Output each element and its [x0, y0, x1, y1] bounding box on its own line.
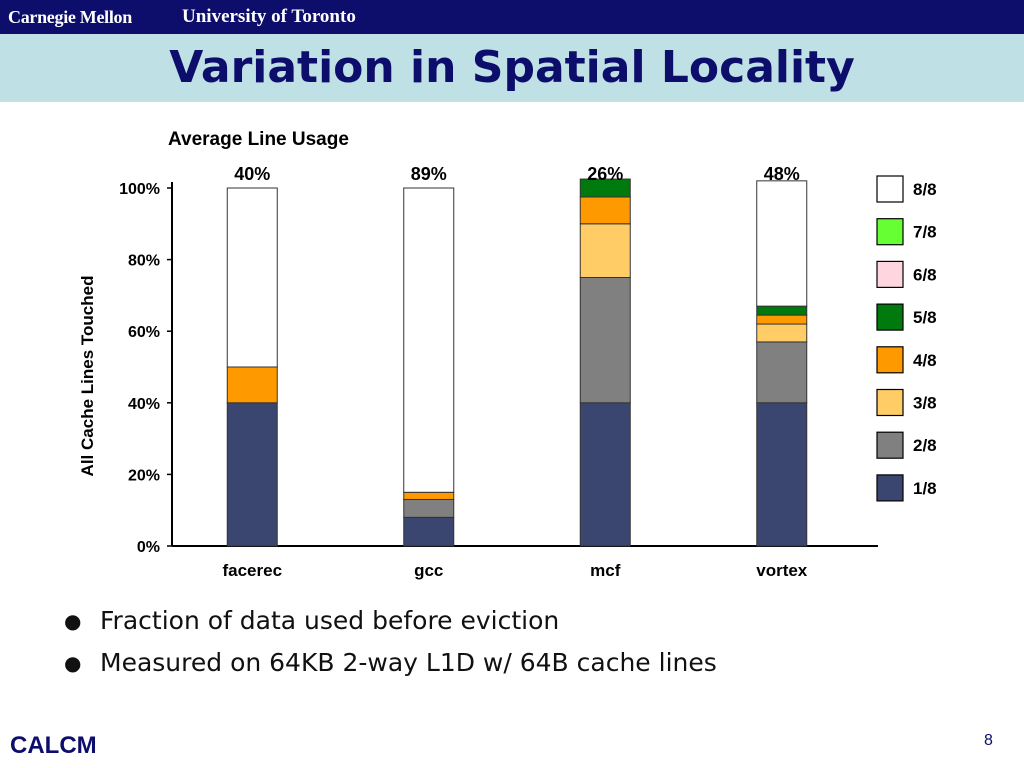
y-tick-label: 40% [128, 396, 160, 413]
average-usage-label: 89% [411, 164, 447, 184]
legend-label: 2/8 [913, 436, 937, 455]
page-number: 8 [984, 732, 993, 749]
x-tick-label: vortex [756, 561, 808, 580]
legend-swatch [876, 303, 904, 331]
chart-axes: 0% 20% 40% 60% 80% 100% [119, 181, 878, 556]
bullet-text: Fraction of data used before eviction [100, 606, 560, 635]
legend-label: 6/8 [913, 265, 937, 284]
bar-segment [226, 402, 278, 547]
bullet-item: ● Fraction of data used before eviction [60, 600, 717, 642]
legend-label: 5/8 [913, 308, 937, 327]
average-usage-label: 40% [234, 164, 270, 184]
y-tick-label: 80% [128, 253, 160, 270]
stacked-bar-chart: Average Line Usage All Cache Lines Touch… [78, 129, 937, 580]
x-tick-label: gcc [414, 561, 443, 580]
chart-title: Average Line Usage [168, 129, 349, 150]
legend-swatch [876, 218, 904, 246]
university-of-toronto-logo: University of Toronto [182, 6, 356, 27]
bullet-dot-icon: ● [64, 651, 82, 675]
legend-label: 8/8 [913, 180, 937, 199]
legend-swatch [876, 431, 904, 459]
y-tick-label: 60% [128, 324, 160, 341]
y-tick-label: 0% [137, 539, 160, 556]
legend-label: 4/8 [913, 351, 937, 370]
legend-swatch [876, 346, 904, 374]
bar-segment [403, 498, 455, 518]
bullet-dot-icon: ● [64, 609, 82, 633]
slide-title: Variation in Spatial Locality [169, 42, 855, 93]
bar-segment [226, 187, 278, 368]
y-tick-label: 100% [119, 181, 160, 198]
bar-segment [579, 196, 631, 225]
bar-segment [756, 305, 808, 316]
legend-swatch [876, 260, 904, 288]
bullet-item: ● Measured on 64KB 2-way L1D w/ 64B cache… [60, 642, 717, 684]
title-bar: Variation in Spatial Locality [0, 34, 1024, 102]
bar-segment [756, 180, 808, 307]
y-axis-label: All Cache Lines Touched [78, 276, 97, 477]
bullet-list: ● Fraction of data used before eviction ●… [60, 600, 717, 684]
bar-segment [756, 323, 808, 343]
legend-swatch [876, 388, 904, 417]
carnegie-mellon-logo: Carnegie Mellon [8, 7, 132, 27]
legend-label: 3/8 [913, 394, 937, 413]
footer-calcm: CALCM [10, 732, 97, 759]
bar-segment [756, 341, 808, 404]
average-usage-label: 26% [587, 164, 623, 184]
bar-segment [579, 277, 631, 404]
y-tick-label: 20% [128, 467, 160, 484]
bullet-text: Measured on 64KB 2-way L1D w/ 64B cache … [100, 648, 717, 677]
chart-bars: 40% facerec 89% gcc 26% mcf 48% vortex [222, 164, 807, 580]
x-tick-label: mcf [590, 561, 621, 580]
bar-segment [403, 516, 455, 547]
bar-segment [579, 402, 631, 547]
header-bar: Carnegie Mellon University of Toronto [0, 0, 1024, 34]
legend-label: 7/8 [913, 223, 937, 242]
chart-legend: 8/8 7/8 6/8 5/8 4/8 3/8 2/8 1/8 [876, 175, 937, 502]
legend-swatch [876, 474, 904, 502]
bar-segment [403, 187, 455, 493]
bar-segment [756, 314, 808, 325]
bar-segment [403, 491, 455, 500]
legend-label: 1/8 [913, 479, 937, 498]
bar-segment [579, 178, 631, 198]
average-usage-label: 48% [764, 164, 800, 184]
bar-segment [226, 366, 278, 404]
legend-swatch [876, 175, 904, 203]
bar-segment [756, 402, 808, 547]
x-tick-label: facerec [222, 561, 282, 580]
bar-segment [579, 223, 631, 279]
